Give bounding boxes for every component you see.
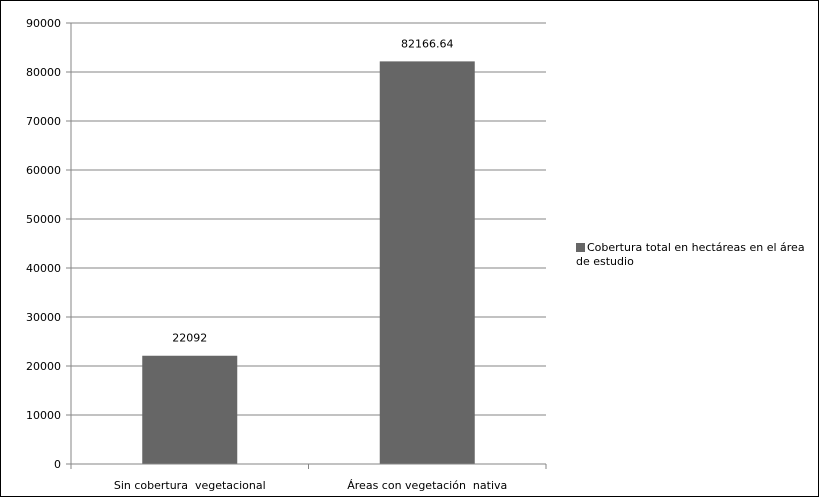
y-tick-label: 50000 [26,213,61,226]
y-tick-label: 20000 [26,360,61,373]
y-axis-ticks: 0 10000 20000 30000 40000 50000 60000 70000 8000… [26,17,71,471]
y-tick-label: 30000 [26,311,61,324]
y-tick-label: 90000 [26,17,61,30]
y-tick-label: 60000 [26,164,61,177]
y-tick-label: 0 [54,458,61,471]
y-tick-label: 80000 [26,66,61,79]
data-label: 22092 [172,332,207,345]
axes [70,23,547,469]
bars: 22092 82166.64 [142,37,475,465]
legend: Cobertura total en hectáreas en el área … [576,241,816,269]
y-tick-label: 10000 [26,409,61,422]
x-category-label: Sin cobertura vegetacional [114,479,266,492]
y-tick-label: 40000 [26,262,61,275]
data-label: 82166.64 [401,37,454,50]
legend-swatch [576,243,585,252]
legend-label: Cobertura total en hectáreas en el área … [576,241,805,268]
bar [379,61,475,465]
bar [142,355,238,464]
category-labels: Sin cobertura vegetacional Áreas con vege… [114,479,507,492]
x-category-label: Áreas con vegetación nativa [347,479,507,492]
y-tick-label: 70000 [26,115,61,128]
